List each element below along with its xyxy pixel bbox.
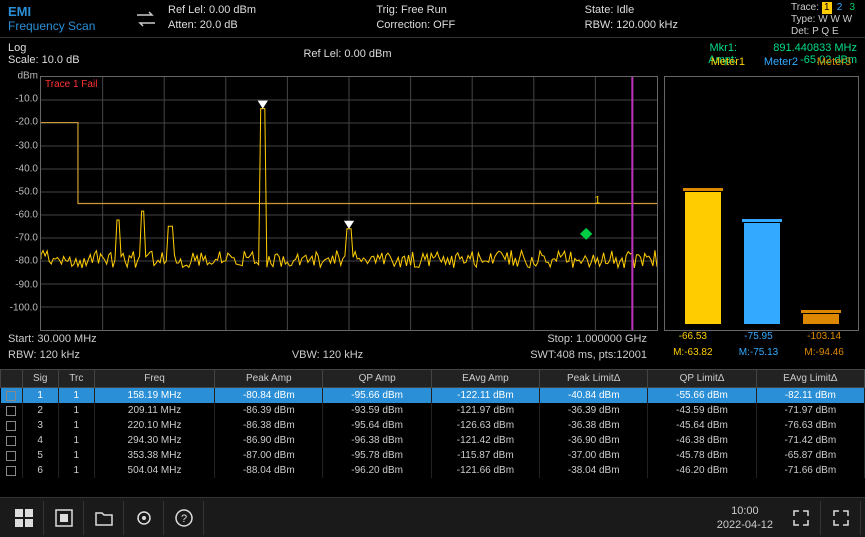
trig: Trig: Free Run [376, 3, 572, 18]
table-header[interactable]: EAvg Amp [431, 370, 539, 388]
meter-bar [803, 314, 839, 324]
table-header[interactable]: EAvg LimitΔ [756, 370, 864, 388]
trace-2[interactable]: 2 [835, 2, 845, 14]
trace-info: Trace: 1 2 3 Type: W W W Det: P Q E [787, 0, 865, 37]
folder-icon[interactable] [84, 501, 124, 535]
top-bar: EMI Frequency Scan Ref Lel: 0.00 dBm Att… [0, 0, 865, 38]
table-row[interactable]: 61504.04 MHz-88.04 dBm-96.20 dBm-121.66 … [1, 463, 865, 478]
status-readouts: Ref Lel: 0.00 dBm Atten: 20.0 dB Trig: F… [162, 0, 787, 37]
meter-bar [685, 192, 721, 324]
meter-bar [744, 223, 780, 324]
table-header[interactable]: Trc [58, 370, 94, 388]
freq-range-row: Start: 30.000 MHz Stop: 1.000000 GHz -66… [0, 331, 865, 347]
table-header[interactable]: QP LimitΔ [648, 370, 756, 388]
table-header[interactable]: Sig [22, 370, 58, 388]
table-header[interactable]: Peak LimitΔ [540, 370, 648, 388]
apps-icon[interactable] [4, 501, 44, 535]
meter2-label: Meter2 [756, 56, 806, 68]
scale-label: Scale: 10.0 dB [8, 54, 138, 66]
vbw-label: VBW: 120 kHz [221, 349, 434, 361]
mode-title: EMI Frequency Scan [0, 0, 130, 37]
y-unit: dBm [17, 71, 38, 82]
meter3-label: Meter3 [809, 56, 859, 68]
table-row[interactable]: 11158.19 MHz-80.84 dBm-95.66 dBm-122.11 … [1, 388, 865, 404]
table-header[interactable]: Freq [94, 370, 214, 388]
trace-3[interactable]: 3 [847, 2, 857, 14]
start-freq: Start: 30.000 MHz [8, 333, 328, 345]
mode-line1: EMI [8, 4, 122, 19]
svg-text:?: ? [180, 513, 186, 525]
ref-level: Ref Lel: 0.00 dBm [168, 3, 364, 18]
correction: Correction: OFF [376, 18, 572, 33]
row-checkbox[interactable] [6, 406, 16, 416]
bw-row: RBW: 120 kHz VBW: 120 kHz SWT:408 ms, pt… [0, 347, 865, 363]
row-checkbox[interactable] [6, 466, 16, 476]
table-row[interactable]: 41294.30 MHz-86.90 dBm-96.38 dBm-121.42 … [1, 433, 865, 448]
log-label: Log [8, 42, 138, 54]
row-checkbox[interactable] [6, 451, 16, 461]
help-icon[interactable]: ? [164, 501, 204, 535]
ref-center: Ref Lel: 0.00 dBm [138, 48, 557, 60]
mode-line2: Frequency Scan [8, 19, 122, 33]
table-header[interactable]: QP Amp [323, 370, 431, 388]
chart-area: dBm -10.0-20.0-30.0-40.0-50.0-60.0-70.0-… [6, 76, 859, 331]
capture-icon[interactable] [44, 501, 84, 535]
rbw-top: RBW: 120.000 kHz [585, 18, 781, 33]
swap-icon[interactable] [130, 0, 162, 37]
expand-icon[interactable] [821, 501, 861, 535]
gear-icon[interactable] [124, 501, 164, 535]
date: 2022-04-12 [717, 518, 773, 532]
table-row[interactable]: 51353.38 MHz-87.00 dBm-95.78 dBm-115.87 … [1, 448, 865, 463]
table-row[interactable]: 21209.11 MHz-86.39 dBm-93.59 dBm-121.97 … [1, 403, 865, 418]
state: State: Idle [585, 3, 781, 18]
meter-panel [664, 76, 859, 331]
table-header[interactable]: Peak Amp [215, 370, 323, 388]
shrink-icon[interactable] [781, 501, 821, 535]
mkr1-label: Mkr1: [710, 42, 738, 54]
table-row[interactable]: 31220.10 MHz-86.38 dBm-95.64 dBm-126.63 … [1, 418, 865, 433]
spectrum-plot[interactable]: Trace 1 Fail 1 [40, 76, 658, 331]
signals-table[interactable]: SigTrcFreqPeak AmpQP AmpEAvg AmpPeak Lim… [0, 369, 865, 478]
row-checkbox[interactable] [6, 391, 16, 401]
row-checkbox[interactable] [6, 421, 16, 431]
time: 10:00 [717, 504, 773, 518]
svg-text:1: 1 [594, 195, 600, 207]
trace-fail-label: Trace 1 Fail [45, 79, 97, 90]
meters-header: Meter1 Meter2 Meter3 [703, 56, 859, 68]
atten: Atten: 20.0 dB [168, 18, 364, 33]
y-axis-labels: dBm -10.0-20.0-30.0-40.0-50.0-60.0-70.0-… [6, 76, 40, 331]
bottom-toolbar: ? 10:00 2022-04-12 [0, 497, 865, 537]
meter1-label: Meter1 [703, 56, 753, 68]
mkr1-value: 891.440833 MHz [737, 42, 857, 54]
rbw-label: RBW: 120 kHz [8, 349, 221, 361]
row-checkbox[interactable] [6, 436, 16, 446]
trace-1[interactable]: 1 [822, 2, 832, 14]
clock: 10:00 2022-04-12 [709, 504, 781, 532]
